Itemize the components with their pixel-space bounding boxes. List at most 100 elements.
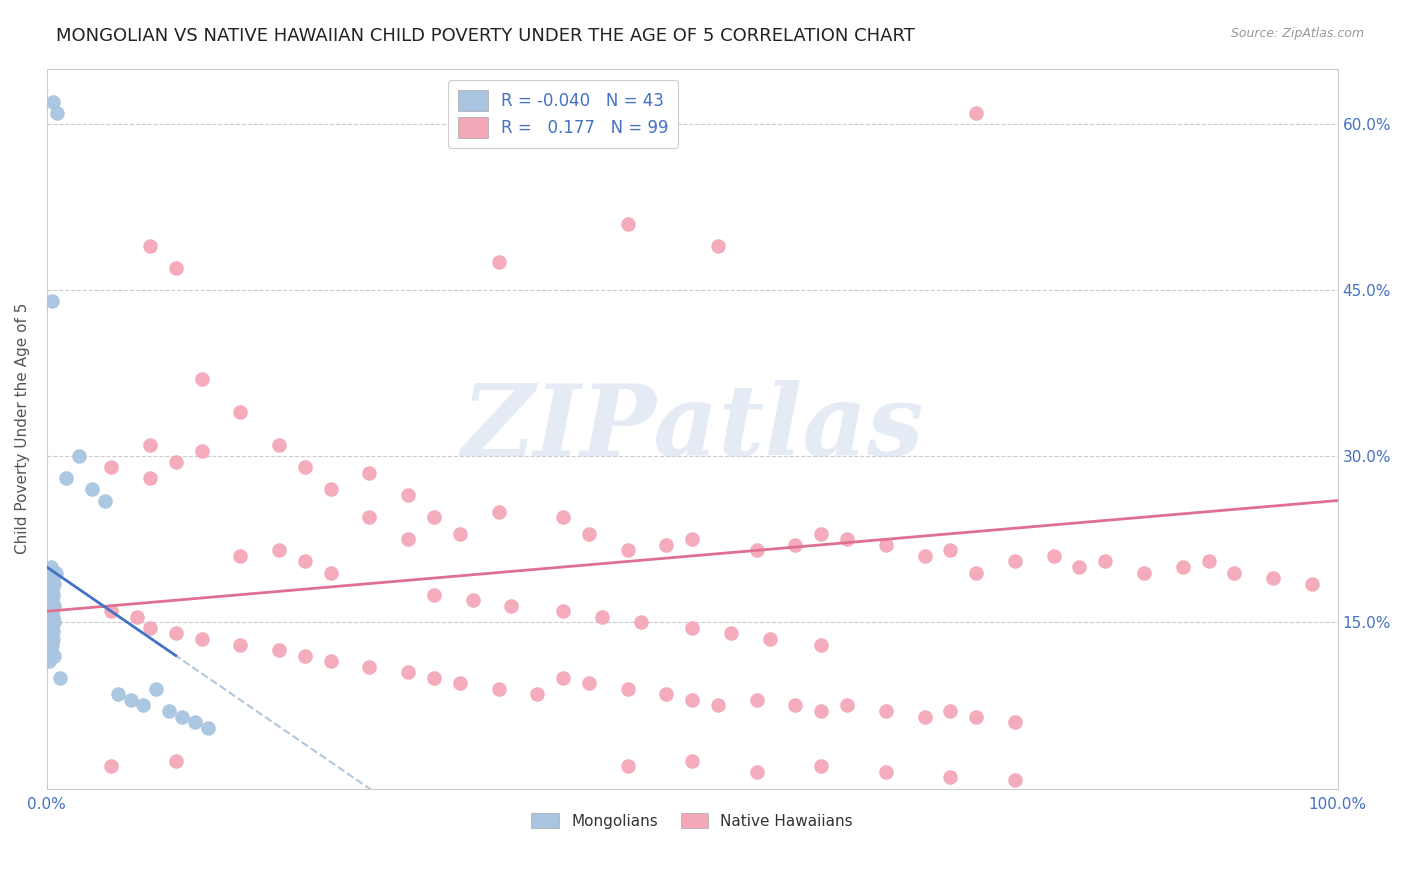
Point — [1004, 554, 1026, 568]
Point — [939, 771, 962, 785]
Point — [449, 526, 471, 541]
Point — [39, 560, 62, 574]
Point — [165, 626, 187, 640]
Point — [42, 624, 65, 639]
Point — [157, 704, 180, 718]
Point — [132, 698, 155, 713]
Point — [67, 449, 90, 463]
Point — [190, 632, 212, 646]
Point — [681, 754, 703, 768]
Point — [125, 610, 148, 624]
Point — [1069, 560, 1091, 574]
Point — [681, 621, 703, 635]
Point — [42, 95, 65, 109]
Point — [501, 599, 523, 613]
Point — [655, 538, 678, 552]
Point — [42, 588, 65, 602]
Point — [1133, 566, 1156, 580]
Text: Source: ZipAtlas.com: Source: ZipAtlas.com — [1230, 27, 1364, 40]
Point — [681, 693, 703, 707]
Point — [100, 759, 122, 773]
Point — [80, 483, 103, 497]
Point — [745, 693, 768, 707]
Point — [551, 510, 574, 524]
Point — [965, 566, 987, 580]
Point — [120, 693, 142, 707]
Point — [39, 629, 62, 643]
Point — [423, 588, 446, 602]
Point — [810, 526, 832, 541]
Point — [48, 671, 70, 685]
Point — [488, 505, 510, 519]
Point — [875, 704, 897, 718]
Y-axis label: Child Poverty Under the Age of 5: Child Poverty Under the Age of 5 — [15, 303, 30, 554]
Point — [190, 372, 212, 386]
Point — [1171, 560, 1194, 574]
Point — [46, 105, 69, 120]
Point — [810, 638, 832, 652]
Point — [145, 681, 167, 696]
Point — [319, 566, 342, 580]
Point — [423, 671, 446, 685]
Point — [165, 754, 187, 768]
Point — [396, 533, 419, 547]
Point — [745, 764, 768, 779]
Point — [39, 584, 62, 599]
Point — [707, 698, 730, 713]
Text: MONGOLIAN VS NATIVE HAWAIIAN CHILD POVERTY UNDER THE AGE OF 5 CORRELATION CHART: MONGOLIAN VS NATIVE HAWAIIAN CHILD POVER… — [56, 27, 915, 45]
Point — [100, 460, 122, 475]
Point — [810, 704, 832, 718]
Point — [359, 659, 381, 673]
Point — [41, 582, 63, 596]
Point — [488, 255, 510, 269]
Point — [616, 217, 638, 231]
Point — [578, 676, 600, 690]
Point — [745, 543, 768, 558]
Point — [655, 687, 678, 701]
Point — [616, 759, 638, 773]
Point — [1301, 576, 1323, 591]
Point — [38, 591, 60, 605]
Point — [39, 595, 62, 609]
Point — [551, 671, 574, 685]
Point — [165, 455, 187, 469]
Point — [359, 510, 381, 524]
Point — [939, 543, 962, 558]
Point — [267, 543, 290, 558]
Point — [526, 687, 548, 701]
Point — [423, 510, 446, 524]
Point — [42, 632, 65, 646]
Point — [720, 626, 742, 640]
Point — [578, 526, 600, 541]
Point — [681, 533, 703, 547]
Point — [758, 632, 780, 646]
Point — [396, 665, 419, 680]
Point — [294, 648, 316, 663]
Point — [267, 438, 290, 452]
Point — [229, 638, 252, 652]
Point — [165, 260, 187, 275]
Point — [267, 643, 290, 657]
Point — [785, 698, 807, 713]
Point — [810, 759, 832, 773]
Point — [42, 610, 65, 624]
Point — [42, 602, 65, 616]
Point — [939, 704, 962, 718]
Point — [1004, 714, 1026, 729]
Point — [1004, 772, 1026, 787]
Point — [41, 638, 63, 652]
Point — [39, 617, 62, 632]
Point — [45, 566, 67, 580]
Point — [197, 721, 219, 735]
Point — [139, 438, 162, 452]
Point — [44, 615, 66, 630]
Text: ZIPatlas: ZIPatlas — [461, 380, 924, 476]
Point — [1261, 571, 1284, 585]
Point — [229, 549, 252, 563]
Point — [359, 466, 381, 480]
Point — [630, 615, 652, 630]
Point — [41, 621, 63, 635]
Point — [1223, 566, 1246, 580]
Point — [39, 643, 62, 657]
Point — [107, 687, 129, 701]
